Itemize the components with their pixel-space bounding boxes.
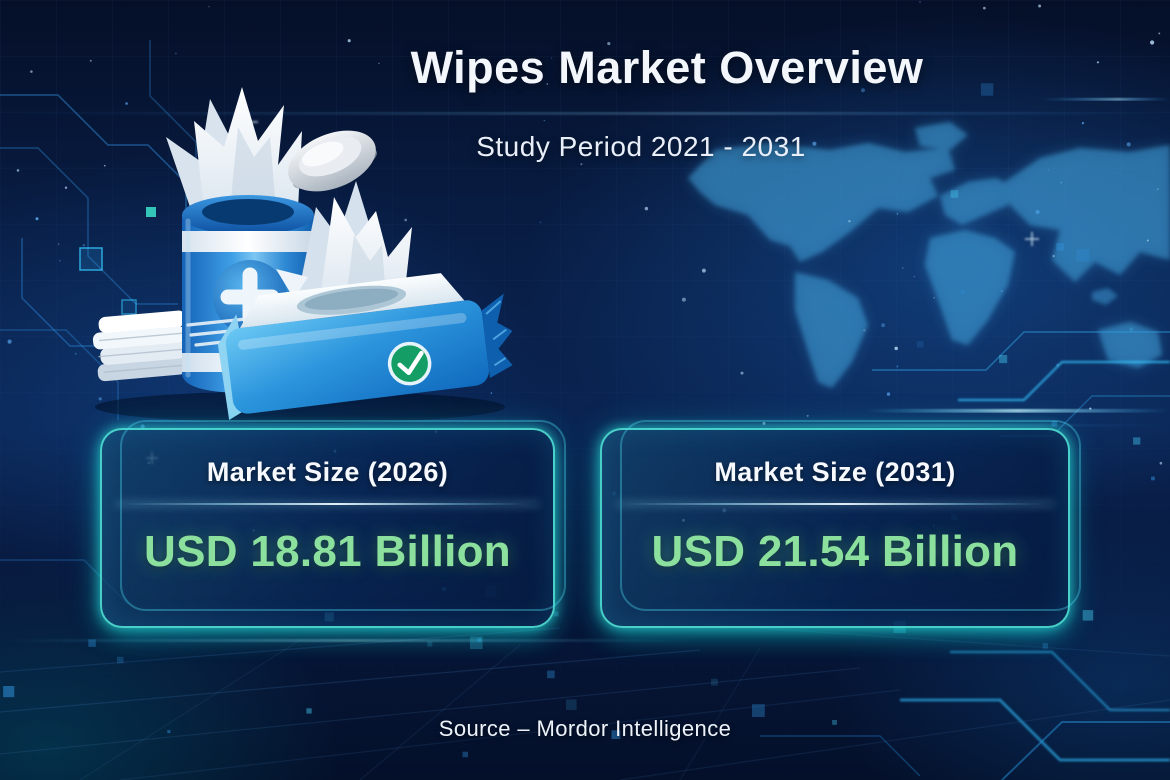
glow-squares [3,83,1155,758]
source-attribution: Source – Mordor Intelligence [438,716,732,741]
market-size-2031-card: Market Size (2031) USD 21.54 Billion [600,420,1081,628]
checkmark-icon [387,341,432,386]
pack-wipes [276,181,412,299]
card-divider [616,503,1054,505]
market-size-2026-card: Market Size (2026) USD 18.81 Billion [100,420,566,628]
market-size-2031-value: USD 21.54 Billion [651,527,1019,576]
folded-wipes-stack [92,310,191,382]
market-size-2026-label: Market Size (2026) [206,457,449,487]
canister-band-bottom [182,353,314,372]
wipes-pack [217,273,513,421]
study-period-subtitle: Study Period 2021 - 2031 [476,131,806,162]
market-size-2026-value: USD 18.81 Billion [144,527,511,576]
pack-crinkle-right [481,293,513,378]
medical-cross-icon [213,260,287,334]
pack-crinkle-left [217,314,254,421]
wipes-canister [182,195,314,393]
card-divider [116,503,539,505]
floor-grid [0,623,1170,780]
ground-shadow [95,391,505,423]
canister-speed-lines [186,317,248,347]
page-title: Wipes Market Overview [410,42,924,93]
canister-band-top [182,231,314,252]
market-size-2031-label: Market Size (2031) [714,457,956,487]
